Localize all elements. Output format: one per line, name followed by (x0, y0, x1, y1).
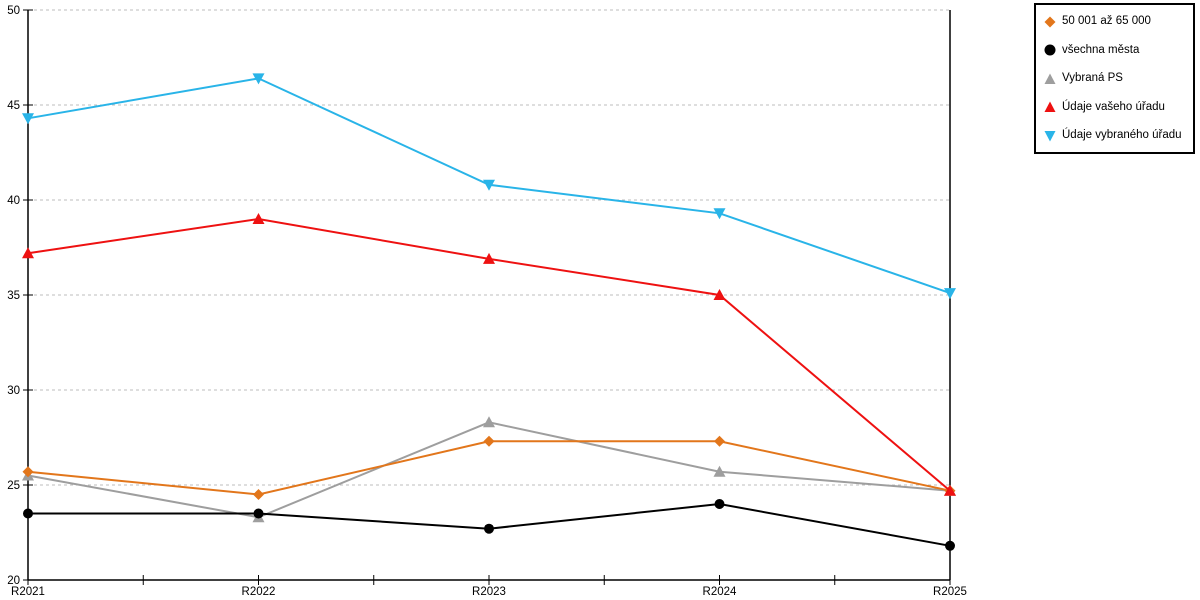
data-point-triangle-up (944, 484, 956, 496)
triangle-up-marker-shape (1044, 73, 1056, 84)
legend-item-vybrana-ps: Vybraná PS (1044, 72, 1185, 85)
data-point-triangle-down (252, 73, 265, 85)
data-point-diamond (483, 435, 495, 447)
data-point-triangle-up (22, 247, 34, 259)
data-point-circle (23, 508, 33, 519)
data-point-triangle-up (713, 289, 726, 300)
legend: 50 001 až 65 000 všechna města Vybraná P… (1034, 3, 1195, 154)
y-axis-label: 35 (7, 290, 20, 302)
x-axis-label: R2025 (933, 586, 967, 598)
y-axis-label: 50 (7, 5, 20, 17)
y-axis-label: 25 (7, 480, 20, 492)
data-point-triangle-up (252, 213, 265, 224)
data-point-circle (945, 540, 955, 551)
legend-label: všechna města (1062, 43, 1140, 56)
data-point-triangle-down (483, 179, 495, 191)
series-line (27, 440, 951, 496)
x-axis-label: R2022 (242, 586, 276, 598)
y-axis-label: 40 (7, 195, 20, 207)
data-point-triangle-down (944, 288, 956, 300)
y-axis-label: 30 (7, 385, 20, 397)
data-point-circle (484, 523, 494, 534)
x-axis-label: R2024 (703, 586, 737, 598)
triangle-down-marker-icon (1044, 130, 1056, 141)
legend-item-vsechna-mesta: všechna města (1044, 44, 1185, 57)
circle-marker-shape (1044, 44, 1056, 56)
data-point-triangle-down (22, 113, 34, 125)
diamond-marker-shape (1044, 16, 1056, 27)
legend-label: 50 001 až 65 000 (1062, 15, 1151, 27)
x-axis-label: R2023 (472, 586, 506, 598)
data-point-diamond (22, 466, 34, 478)
triangle-up-marker-shape (1044, 101, 1056, 112)
triangle-up-marker-icon (1044, 73, 1056, 84)
legend-item-udaje-vaseho-uradu: Údaje vašeho úřadu (1044, 101, 1185, 114)
legend-label: Vybraná PS (1062, 72, 1123, 84)
data-point-circle (253, 508, 264, 519)
y-axis-label: 20 (7, 575, 20, 587)
data-point-triangle-down (713, 208, 726, 220)
y-axis-label: 45 (7, 100, 20, 112)
data-point-diamond (253, 489, 264, 500)
data-point-triangle-up (483, 252, 495, 264)
data-point-diamond (714, 435, 725, 447)
diamond-marker-icon (1044, 16, 1056, 27)
legend-label: Údaje vybraného úřadu (1062, 129, 1182, 141)
legend-item-udaje-vybraneho-uradu: Údaje vybraného úřadu (1044, 129, 1185, 142)
legend-item-50001-az-65000: 50 001 až 65 000 (1044, 15, 1185, 28)
triangle-down-marker-shape (1044, 130, 1056, 141)
data-point-triangle-up (483, 416, 495, 428)
circle-marker-icon (1044, 44, 1056, 56)
legend-label: Údaje vašeho úřadu (1062, 100, 1165, 113)
triangle-up-marker-icon (1044, 101, 1056, 112)
x-axis-label: R2021 (11, 586, 45, 598)
data-point-circle (714, 499, 725, 509)
data-point-triangle-up (713, 465, 726, 477)
